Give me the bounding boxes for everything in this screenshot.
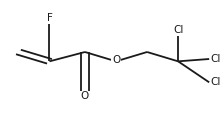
Text: O: O	[112, 55, 120, 65]
Text: F: F	[47, 13, 52, 23]
Text: Cl: Cl	[210, 77, 221, 87]
Text: Cl: Cl	[210, 54, 221, 64]
Text: Cl: Cl	[173, 25, 183, 35]
Text: O: O	[81, 91, 89, 101]
